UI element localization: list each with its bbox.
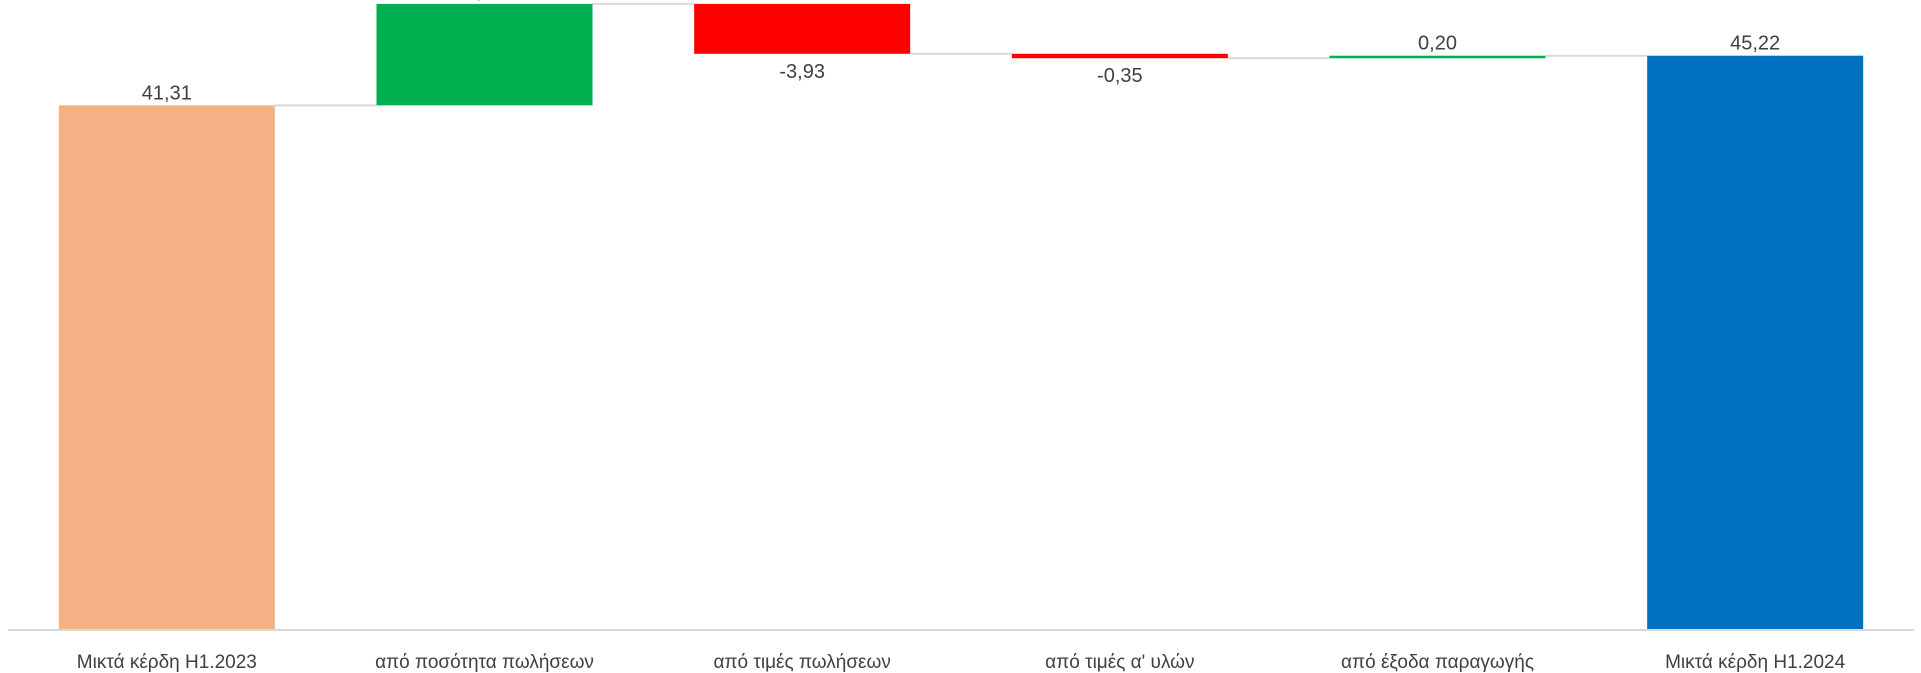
waterfall-bar: [1647, 55, 1864, 631]
data-label: 0,20: [1418, 33, 1457, 55]
waterfall-bar: [1011, 53, 1228, 59]
category-label: Μικτά κέρδη Η1.2024: [1665, 652, 1846, 673]
data-label: 45,22: [1730, 33, 1780, 55]
category-label: από τιμές α' υλών: [1045, 652, 1194, 673]
waterfall-bar: [58, 105, 275, 631]
category-label: Μικτά κέρδη Η1.2023: [77, 652, 257, 673]
waterfall-bar: [694, 3, 911, 54]
waterfall-bar: [1329, 55, 1546, 59]
data-label: 41,31: [142, 82, 192, 104]
category-label: από έξοδα παραγωγής: [1341, 652, 1534, 673]
waterfall-bar: [376, 3, 593, 106]
data-label: 7,99: [465, 0, 504, 3]
category-label: από τιμές πωλήσεων: [713, 652, 890, 673]
data-label: -0,35: [1097, 65, 1143, 87]
data-label: -3,93: [779, 61, 825, 83]
category-label: από ποσότητα πωλήσεων: [375, 652, 594, 673]
